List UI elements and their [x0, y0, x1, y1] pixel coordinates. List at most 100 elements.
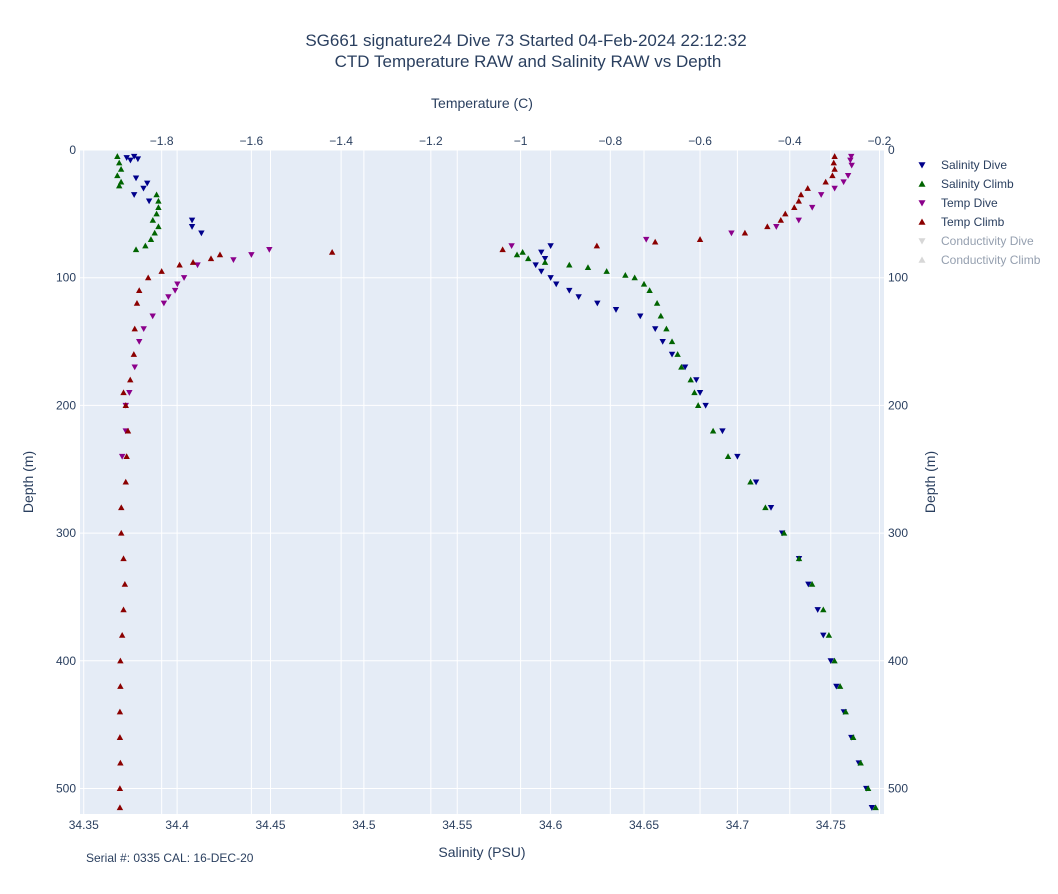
data-point [116, 804, 124, 811]
x-bottom-tick-label: 34.4 [165, 818, 189, 832]
x-top-tick-label: −0.2 [868, 134, 892, 148]
series-temp-climb [116, 153, 838, 811]
chart-title-line1: SG661 signature24 Dive 73 Started 04-Feb… [305, 31, 746, 50]
data-point [575, 294, 582, 301]
x-bottom-tick-label: 34.5 [352, 818, 376, 832]
data-point [857, 759, 864, 766]
x-top-axis-title: Temperature (C) [431, 95, 533, 111]
data-point [797, 191, 805, 198]
series-salinity-climb [114, 153, 879, 811]
legend-label: Salinity Dive [941, 158, 1007, 172]
data-point [230, 257, 237, 264]
data-point [734, 453, 741, 460]
data-point [780, 529, 788, 536]
data-point [116, 785, 124, 792]
data-point [593, 242, 601, 249]
legend-label: Conductivity Climb [941, 253, 1041, 267]
data-point [833, 683, 840, 690]
data-point [681, 364, 689, 371]
legend-item[interactable]: Conductivity Dive [918, 234, 1035, 248]
data-point [117, 657, 124, 664]
data-point [198, 230, 205, 237]
x-bottom-axis-title: Salinity (PSU) [438, 844, 525, 860]
data-point [541, 255, 549, 262]
data-point [116, 182, 123, 189]
legend-item[interactable]: Salinity Climb [918, 177, 1015, 191]
data-point [767, 504, 775, 511]
data-point [180, 275, 188, 281]
data-point [248, 252, 255, 258]
data-point [153, 210, 160, 217]
data-point [809, 204, 816, 211]
serial-footnote: Serial #: 0335 CAL: 16-DEC-20 [86, 851, 254, 865]
data-point [724, 453, 732, 460]
legend-marker-icon [918, 180, 926, 187]
data-point [127, 157, 134, 164]
legend-marker-icon [918, 200, 926, 207]
data-point [829, 172, 836, 179]
legend-item[interactable]: Conductivity Climb [918, 253, 1041, 267]
data-point [674, 351, 681, 357]
data-point [678, 363, 685, 370]
data-point [122, 478, 129, 485]
x-bottom-tick-label: 34.75 [816, 818, 846, 832]
data-point [499, 246, 506, 253]
y-tick-label-left: 500 [56, 781, 76, 795]
y-tick-label-left: 300 [56, 526, 76, 540]
data-point [825, 632, 833, 638]
x-bottom-tick-label: 34.6 [539, 818, 563, 832]
data-point [831, 185, 838, 192]
data-point [118, 453, 126, 460]
data-point [132, 246, 140, 253]
data-point [328, 248, 336, 255]
data-point [831, 657, 838, 664]
legend-label: Salinity Climb [941, 177, 1014, 191]
data-point [131, 364, 138, 371]
data-point [594, 300, 601, 307]
data-point [643, 236, 650, 243]
data-point [145, 198, 153, 205]
legend-item[interactable]: Temp Climb [918, 215, 1005, 229]
legend-marker-icon [918, 238, 926, 245]
data-point [840, 179, 847, 186]
data-point [741, 229, 749, 236]
data-point [663, 325, 670, 332]
data-point [773, 224, 780, 230]
data-point [188, 224, 196, 230]
data-point [831, 153, 838, 159]
legend-item[interactable]: Salinity Dive [918, 158, 1008, 172]
data-point [830, 159, 837, 166]
data-point [868, 805, 876, 811]
grid-lines [80, 149, 884, 814]
legend-marker-icon [918, 256, 926, 263]
data-point [165, 294, 172, 301]
data-point [114, 153, 121, 159]
data-point [151, 229, 158, 236]
data-point [538, 249, 545, 256]
data-point [752, 479, 760, 486]
legend-item[interactable]: Temp Dive [918, 196, 999, 210]
axis-ticks: 0 0 100 100 200 200 300 300 400 400 500 500 34.35 34.… [56, 134, 908, 832]
legend-label: Temp Climb [941, 215, 1005, 229]
data-point [547, 243, 554, 249]
y-tick-label-left: 0 [69, 143, 76, 157]
y-tick-label-right: 400 [888, 654, 908, 668]
data-point [728, 230, 735, 237]
data-point [508, 243, 515, 249]
data-point [541, 259, 549, 265]
data-point [216, 251, 224, 258]
data-point [116, 159, 123, 166]
data-point [553, 281, 560, 288]
data-point [155, 223, 162, 230]
data-point [176, 261, 183, 268]
data-point [538, 268, 545, 275]
data-point [174, 281, 181, 288]
data-point [782, 210, 789, 217]
data-point [114, 172, 121, 179]
data-point [123, 155, 130, 161]
data-point [171, 287, 179, 294]
legend-marker-icon [918, 162, 926, 169]
legend-label: Conductivity Dive [941, 234, 1034, 248]
data-point [189, 259, 197, 265]
x-bottom-tick-label: 34.65 [629, 818, 659, 832]
